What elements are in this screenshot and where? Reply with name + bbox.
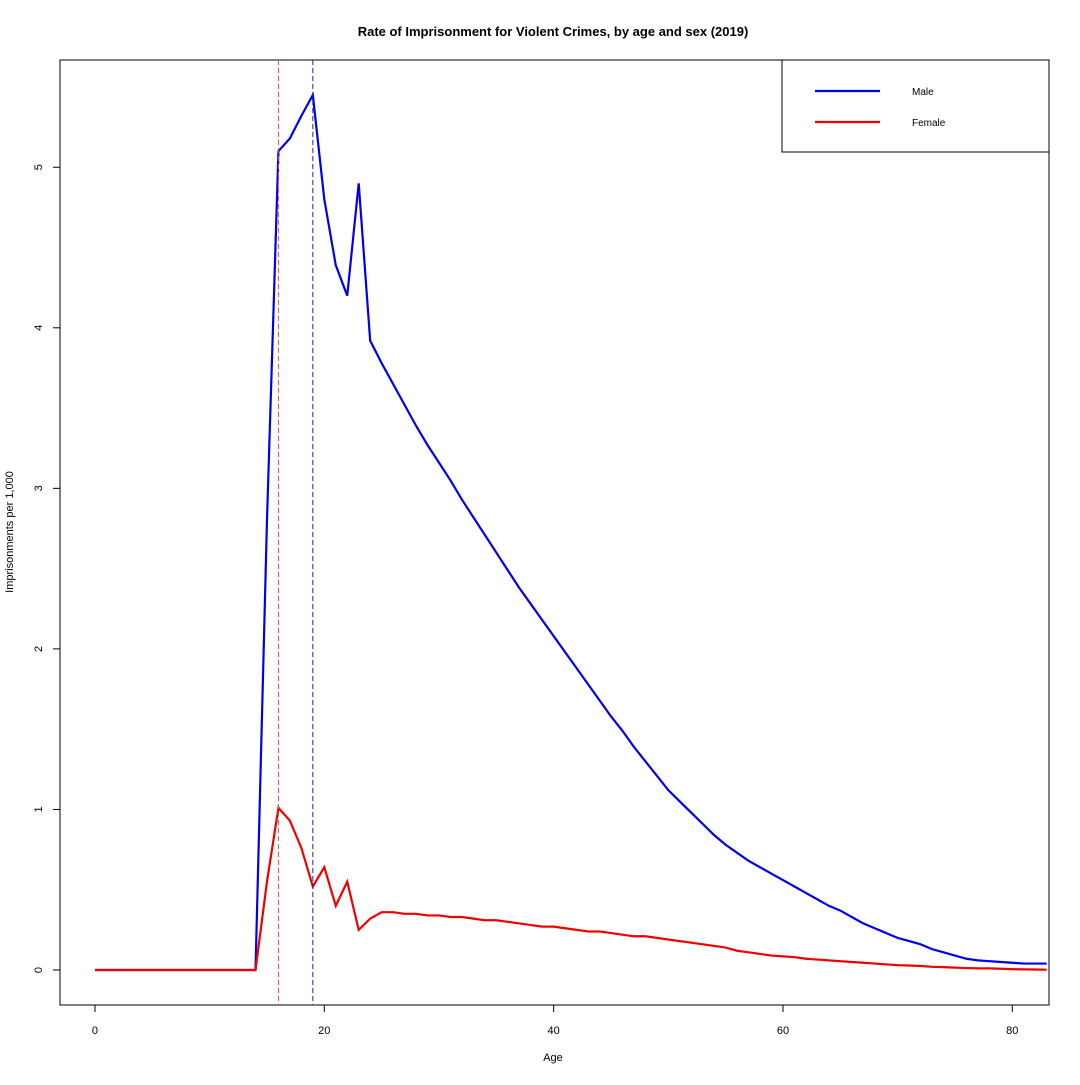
- x-tick-label: 40: [548, 1025, 560, 1037]
- x-tick-label: 20: [318, 1025, 330, 1037]
- y-tick-label: 5: [33, 164, 45, 170]
- legend-label: Female: [912, 118, 946, 129]
- legend-label: Male: [912, 87, 934, 98]
- x-tick-label: 0: [92, 1025, 98, 1037]
- plot-area: [94, 60, 1047, 1005]
- y-tick-label: 3: [33, 485, 45, 491]
- y-tick-label: 4: [33, 325, 45, 331]
- x-axis-label: Age: [543, 1052, 563, 1064]
- x-tick-label: 60: [777, 1025, 789, 1037]
- y-tick-label: 0: [33, 967, 45, 973]
- series-line: [94, 91, 1047, 972]
- y-axis-label: Imprisonments per 1,000: [4, 471, 16, 593]
- series-line: [94, 805, 1047, 972]
- legend-box: [781, 59, 1050, 153]
- plot-frame: [59, 59, 1050, 1006]
- y-tick-label: 1: [33, 806, 45, 812]
- chart-title: Rate of Imprisonment for Violent Crimes,…: [358, 24, 749, 39]
- x-tick-label: 80: [1006, 1025, 1018, 1037]
- y-tick-label: 2: [33, 646, 45, 652]
